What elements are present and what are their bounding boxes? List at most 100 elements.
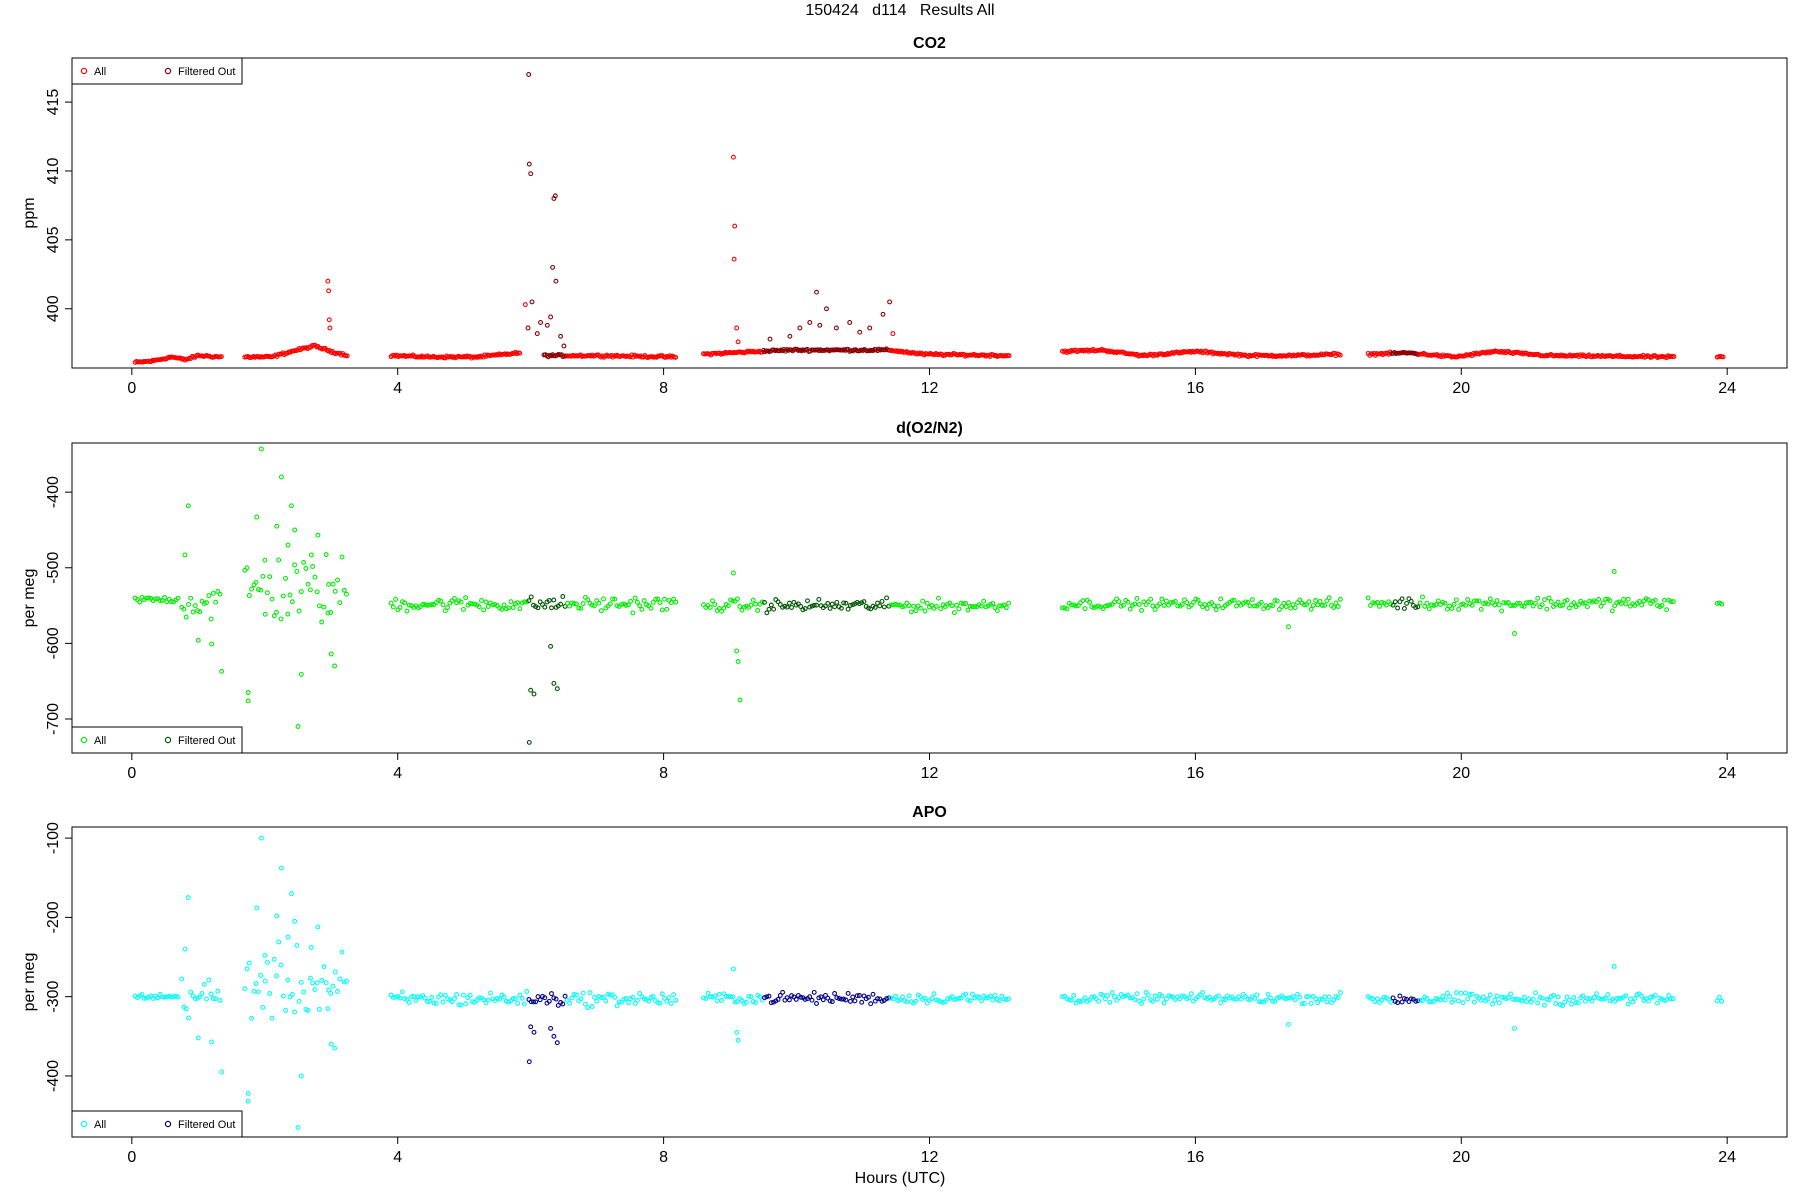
point-filtered	[544, 322, 550, 328]
point	[567, 603, 573, 609]
point	[1202, 602, 1208, 608]
y-tick-label: -700	[45, 703, 62, 735]
point	[339, 949, 345, 955]
point-filtered	[818, 994, 824, 1000]
point	[1508, 603, 1514, 609]
point	[1485, 601, 1491, 607]
point	[1281, 995, 1287, 1001]
data-points	[132, 446, 1725, 745]
point	[402, 600, 408, 606]
point	[524, 989, 530, 994]
point	[1438, 997, 1443, 1003]
point	[673, 354, 679, 360]
point-filtered	[531, 999, 536, 1005]
point-filtered	[847, 320, 853, 325]
point	[1276, 607, 1282, 612]
point	[271, 956, 277, 962]
point-filtered	[528, 594, 534, 600]
point	[1272, 998, 1278, 1004]
point-filtered	[768, 602, 774, 608]
point	[1490, 1001, 1495, 1007]
point	[1553, 1001, 1559, 1006]
point	[166, 993, 172, 999]
point	[1374, 996, 1380, 1002]
point	[1292, 605, 1298, 611]
point	[893, 993, 899, 999]
point	[155, 995, 161, 1001]
point	[1537, 994, 1543, 1000]
point	[911, 603, 917, 609]
point	[614, 603, 620, 609]
point	[1326, 994, 1332, 1000]
point	[1523, 600, 1529, 606]
point-filtered	[857, 329, 863, 335]
y-tick-label: -400	[45, 476, 62, 508]
point-filtered	[872, 604, 878, 610]
point	[1313, 598, 1319, 603]
point	[1447, 994, 1453, 999]
y-tick-label: 410	[45, 158, 62, 185]
point	[1107, 602, 1113, 608]
point	[598, 608, 604, 614]
point	[1109, 990, 1115, 995]
point	[1319, 603, 1325, 608]
point	[748, 994, 754, 1000]
point	[1286, 995, 1291, 1001]
point	[929, 602, 935, 608]
point	[648, 605, 654, 611]
point	[1469, 602, 1475, 608]
point	[592, 994, 597, 1000]
point	[730, 598, 736, 604]
point	[659, 607, 665, 613]
point-filtered	[866, 994, 871, 1000]
point	[292, 527, 298, 533]
point	[310, 564, 316, 569]
point-filtered	[827, 605, 833, 611]
point	[734, 1029, 740, 1035]
point	[328, 1041, 334, 1047]
point	[1510, 602, 1516, 608]
point-filtered	[866, 605, 871, 611]
point-filtered	[850, 994, 856, 1000]
point	[750, 999, 756, 1004]
point	[739, 607, 745, 613]
point	[424, 602, 430, 608]
point	[1306, 993, 1312, 999]
point	[1551, 992, 1556, 998]
point	[1159, 993, 1165, 999]
point	[264, 590, 270, 596]
point	[292, 918, 298, 924]
point	[1589, 998, 1595, 1004]
point	[990, 600, 996, 606]
point-filtered	[797, 325, 803, 331]
point-filtered	[553, 278, 559, 284]
point	[1186, 995, 1192, 1001]
point	[1451, 997, 1457, 1003]
point	[759, 599, 765, 605]
point-filtered	[807, 320, 813, 325]
point	[1157, 601, 1163, 607]
point-filtered	[764, 610, 770, 616]
point-filtered	[809, 997, 815, 1003]
point-filtered	[537, 997, 543, 1003]
point	[510, 996, 516, 1002]
point	[481, 607, 487, 613]
point	[655, 596, 661, 602]
point	[587, 990, 593, 996]
point	[743, 999, 749, 1005]
point	[945, 996, 951, 1002]
point	[292, 562, 298, 568]
point	[1211, 603, 1217, 609]
point	[951, 610, 957, 616]
point-filtered	[549, 605, 554, 611]
point	[1580, 600, 1586, 606]
x-tick-label: 8	[659, 1149, 668, 1166]
point-filtered	[1406, 999, 1412, 1005]
point	[1227, 995, 1233, 1001]
point	[503, 998, 509, 1004]
point	[186, 601, 191, 607]
point	[312, 987, 318, 993]
point	[1315, 602, 1321, 608]
point-filtered	[852, 998, 858, 1004]
point	[954, 996, 960, 1002]
